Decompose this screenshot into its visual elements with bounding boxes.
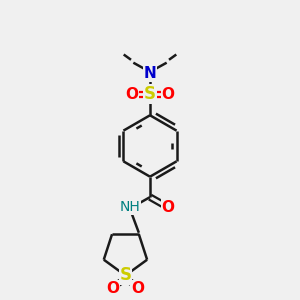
Text: O: O	[125, 87, 138, 102]
Text: S: S	[144, 85, 156, 103]
Text: N: N	[144, 66, 156, 81]
Text: O: O	[131, 281, 144, 296]
Text: S: S	[119, 266, 131, 284]
Text: NH: NH	[120, 200, 141, 214]
Text: O: O	[162, 200, 175, 215]
Text: O: O	[162, 87, 175, 102]
Text: O: O	[107, 281, 120, 296]
